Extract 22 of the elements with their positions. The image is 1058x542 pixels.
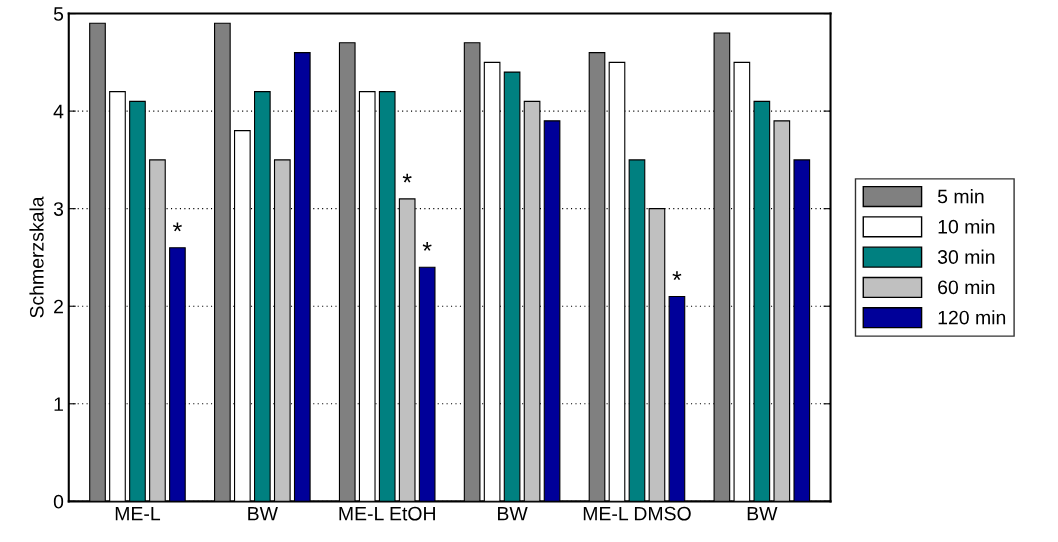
- y-tick-label: 2: [54, 299, 63, 314]
- data-label: *: [422, 242, 432, 251]
- x-tick-label: ME-L: [115, 506, 161, 521]
- legend-label: 60 min: [938, 279, 995, 295]
- legend-label: 10 min: [938, 219, 995, 234]
- y-tick-label: 0: [53, 494, 64, 509]
- x-tick-label: ME-L DMSO: [583, 506, 691, 521]
- y-tick-label: 4: [53, 104, 64, 119]
- y-tick-label: 5: [53, 7, 64, 21]
- y-tick-label: 3: [53, 202, 64, 216]
- x-tick-label: BW: [248, 506, 278, 521]
- data-label: *: [672, 271, 682, 281]
- y-tick-label: 1: [54, 397, 63, 411]
- x-tick-label: BW: [498, 506, 528, 521]
- legend-label: 5 min: [937, 189, 984, 204]
- data-label: *: [402, 173, 412, 183]
- x-tick-label: ME-L EtOH: [339, 506, 435, 521]
- legend-label: 120 min: [938, 310, 1006, 325]
- y-axis-title: Schmerzskala: [29, 196, 44, 318]
- x-tick-label: BW: [747, 506, 778, 521]
- legend-label: 30 min: [937, 249, 995, 264]
- data-label: *: [172, 222, 182, 232]
